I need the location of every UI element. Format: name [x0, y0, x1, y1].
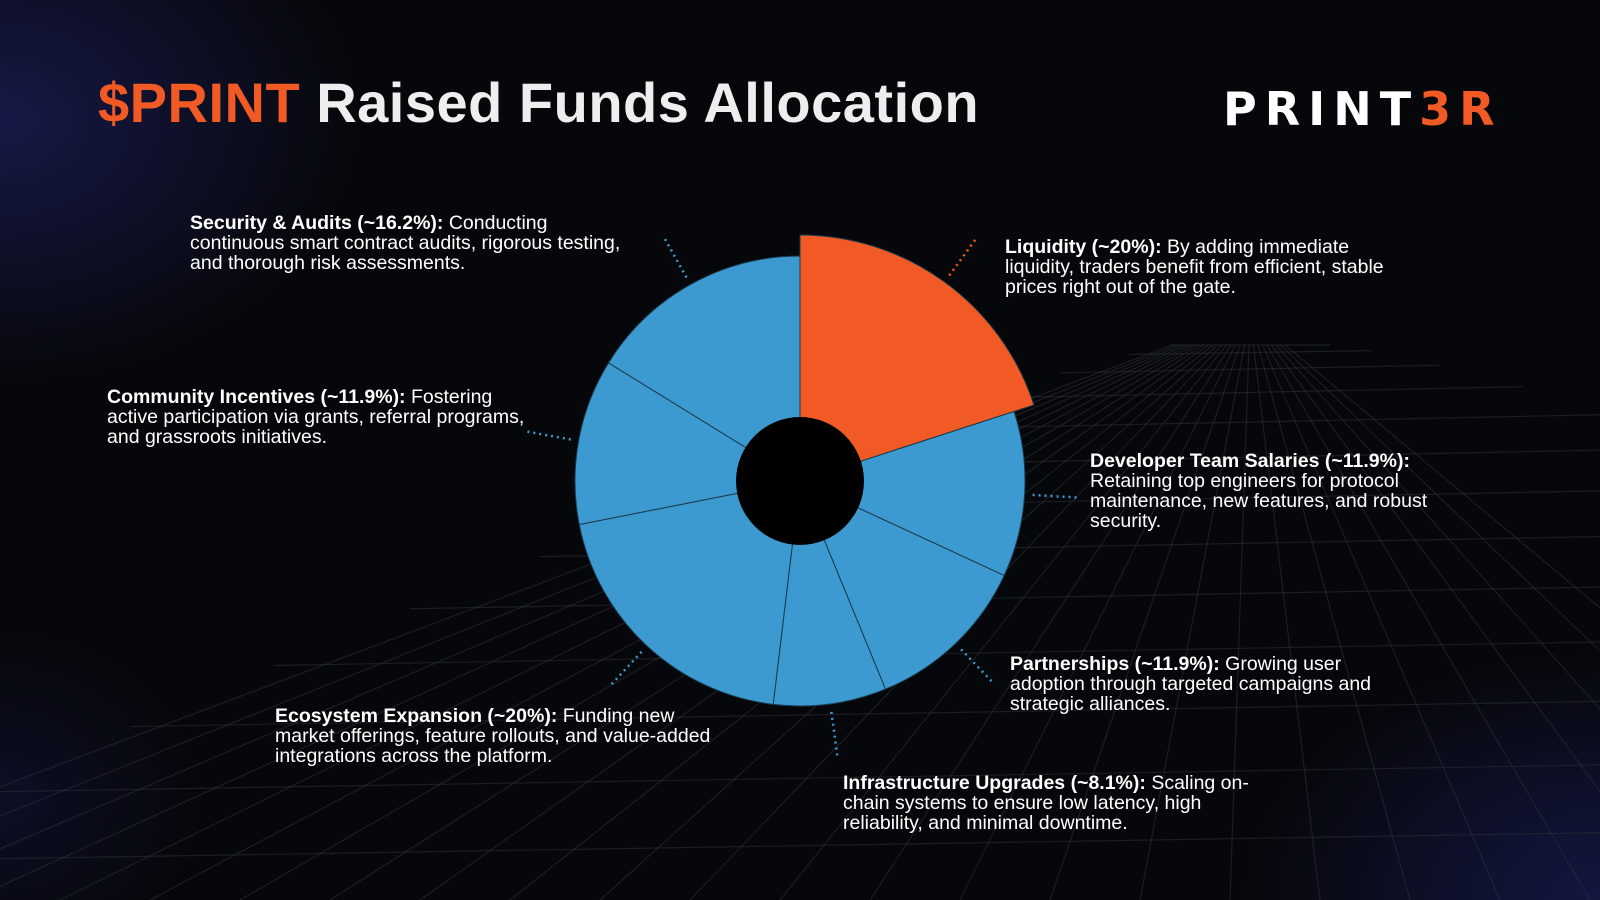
- slice-description: Funding new market offerings, feature ro…: [275, 705, 711, 767]
- leader-line-security-audits: [663, 238, 688, 279]
- grid-line: [273, 641, 1600, 667]
- grid-line: [1266, 344, 1591, 900]
- slice-description: Scaling on-chain systems to ensure low l…: [843, 772, 1249, 834]
- slice-value-label: (~16.2%):: [357, 212, 444, 234]
- leader-line-developer-team-salaries: [1032, 493, 1077, 499]
- slice-value-label: (~20%):: [487, 705, 558, 727]
- leader-line-partnerships: [960, 648, 993, 682]
- grid-line: [1060, 364, 1440, 374]
- grid-line: [1128, 350, 1372, 356]
- grid-line: [1275, 344, 1600, 710]
- slice-name: Ecosystem Expansion: [275, 705, 482, 727]
- grid-line: [1280, 344, 1600, 652]
- leader-line-infrastructure-upgrades: [830, 711, 839, 756]
- grid-line: [1229, 344, 1250, 900]
- brand-logo: PRINT3R: [1223, 82, 1503, 136]
- grid-line: [1271, 344, 1600, 793]
- slice-description: Retaining top engineers for protocol mai…: [1090, 470, 1428, 532]
- slice-value-label: (~20%):: [1091, 236, 1162, 258]
- pie-slice-liquidity: [799, 234, 1035, 482]
- leader-line-ecosystem-expansion: [610, 650, 643, 685]
- pie-slice-ecosystem-expansion: [578, 480, 801, 705]
- label-security-audits: Security & Audits (~16.2%): Conducting c…: [190, 213, 635, 273]
- logo-accent: 3R: [1419, 82, 1503, 136]
- grid-line: [977, 386, 1523, 399]
- slice-description: Fostering active participation via grant…: [107, 386, 525, 448]
- label-developer-team-salaries: Developer Team Salaries (~11.9%): Retain…: [1090, 451, 1490, 531]
- grid-line: [869, 344, 1232, 900]
- slice-name: Liquidity: [1005, 236, 1087, 258]
- slice-value-label: (~11.9%):: [320, 386, 406, 408]
- slice-name: Security & Audits: [190, 212, 352, 234]
- title-rest: Raised Funds Allocation: [300, 71, 980, 134]
- pie-slice-security-audits: [607, 255, 801, 482]
- slice-name: Developer Team Salaries: [1090, 450, 1320, 472]
- slice-value-label: (~11.9%):: [1134, 653, 1220, 675]
- donut-hole: [736, 417, 864, 545]
- grid-line: [779, 344, 1227, 900]
- pie-slice-partnerships: [799, 480, 1005, 690]
- grid-line: [959, 344, 1237, 900]
- slice-description: Conducting continuous smart contract aud…: [190, 212, 621, 274]
- label-ecosystem-expansion: Ecosystem Expansion (~20%): Funding new …: [275, 706, 735, 766]
- slice-value-label: (~8.1%):: [1070, 772, 1146, 794]
- title-accent: $PRINT: [98, 71, 301, 134]
- grid-line: [1261, 344, 1501, 900]
- pie-slice-developer-team-salaries: [798, 410, 1026, 577]
- slice-value-label: (~11.9%):: [1324, 450, 1410, 472]
- leader-line-liquidity: [948, 239, 977, 277]
- label-liquidity: Liquidity (~20%): By adding immediate li…: [1005, 237, 1405, 297]
- grid-line: [131, 700, 1600, 728]
- slice-description: Growing user adoption through targeted c…: [1010, 653, 1372, 715]
- slice-name: Partnerships: [1010, 653, 1130, 675]
- grid-line: [1284, 344, 1600, 609]
- label-community-incentives: Community Incentives (~11.9%): Fostering…: [107, 387, 537, 447]
- page-title: $PRINT Raised Funds Allocation: [98, 70, 979, 135]
- logo-main: PRINT: [1223, 82, 1420, 136]
- label-infrastructure-upgrades: Infrastructure Upgrades (~8.1%): Scaling…: [843, 773, 1263, 833]
- grid-line: [1049, 344, 1241, 900]
- grid-line: [1257, 344, 1411, 900]
- slice-name: Community Incentives: [107, 386, 316, 408]
- grid-line: [0, 764, 1600, 793]
- grid-line: [0, 832, 1600, 860]
- leader-line-community-incentives: [527, 430, 571, 441]
- slice-name: Infrastructure Upgrades: [843, 772, 1066, 794]
- grid-line: [1252, 344, 1321, 900]
- label-partnerships: Partnerships (~11.9%): Growing user adop…: [1010, 654, 1405, 714]
- slice-description: By adding immediate liquidity, traders b…: [1005, 236, 1384, 298]
- grid-line: [1139, 344, 1246, 900]
